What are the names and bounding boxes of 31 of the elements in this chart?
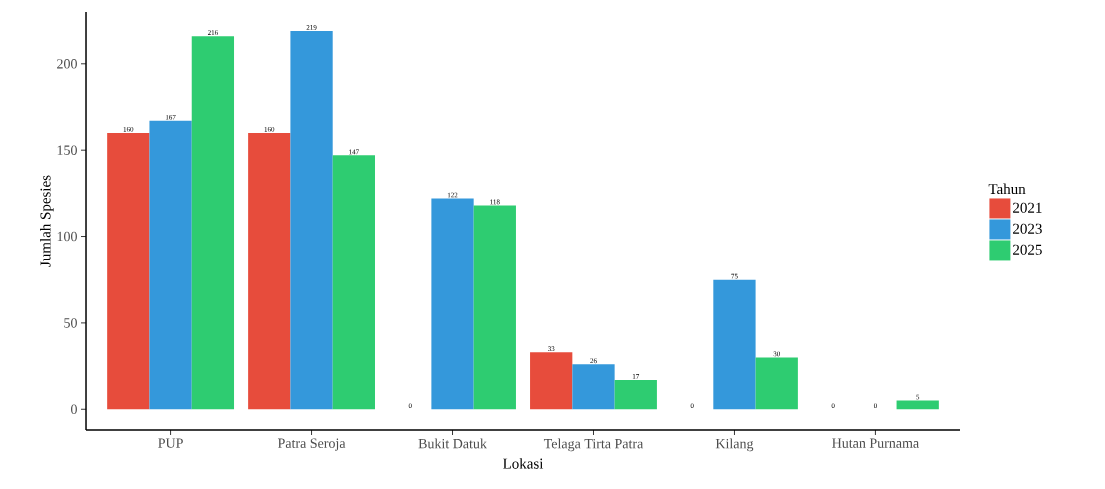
y-tick-label: 100 [57, 231, 77, 242]
x-tick-label: Bukit Datuk [418, 438, 487, 449]
legend-title: Tahun [988, 183, 1026, 195]
bar [248, 132, 291, 410]
bar [614, 379, 657, 410]
legend-label: 2025 [1013, 244, 1042, 255]
x-tick-label: PUP [158, 438, 183, 448]
x-axis-title: Lokasi [503, 458, 544, 469]
y-tick-label: 200 [57, 59, 77, 69]
y-tick-label: 150 [57, 145, 77, 155]
x-tick-label: Kilang [715, 438, 754, 452]
x-tick-label: Hutan Purnama [832, 438, 919, 448]
bar [149, 120, 192, 410]
legend-label: 2023 [1013, 223, 1042, 234]
y-axis-title: Jumlah Spesies [40, 175, 54, 267]
bar [473, 205, 516, 410]
y-tick-label: 50 [64, 318, 77, 328]
bar [290, 30, 333, 410]
y-tick-label: 0 [71, 404, 77, 414]
bar [530, 352, 573, 410]
bar [713, 279, 756, 410]
bar [191, 36, 235, 410]
legend-label: 2021 [1013, 202, 1042, 213]
bar [431, 198, 474, 410]
bar [896, 400, 939, 410]
bar [107, 132, 150, 410]
bar [755, 357, 798, 410]
bar [572, 364, 615, 410]
bar [332, 155, 375, 410]
x-tick-label: Telaga Tirta Patra [543, 438, 644, 452]
x-tick-label: Patra Seroja [277, 438, 346, 451]
